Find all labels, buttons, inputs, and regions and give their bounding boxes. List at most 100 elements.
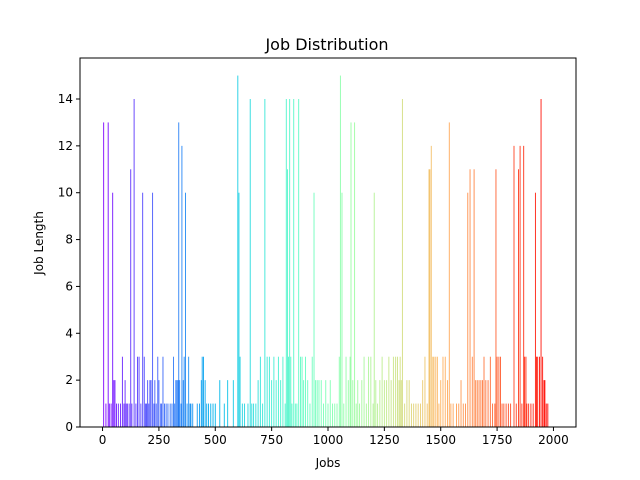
bar-job-262	[161, 403, 163, 427]
bar-job-1630	[469, 169, 471, 428]
bar-job-662	[251, 403, 253, 427]
bar-job-388	[189, 403, 191, 427]
bar-job-1170	[365, 403, 367, 427]
bar-job-945	[315, 380, 317, 427]
bar-job-830	[289, 99, 291, 427]
bar-job-620	[241, 403, 243, 427]
bar-job-1448	[428, 169, 430, 428]
bar-job-760	[273, 356, 275, 427]
bar-job-162	[138, 356, 140, 427]
bar-job-1662	[476, 380, 478, 427]
bar-job-105	[125, 403, 127, 427]
x-tick-label-750: 750	[260, 433, 283, 447]
bar-job-222	[152, 192, 154, 427]
bar-job-1500	[440, 380, 442, 427]
bar-job-600	[237, 75, 239, 427]
bar-job-1020	[332, 403, 333, 427]
bar-job-835	[290, 356, 292, 427]
bar-job-770	[275, 380, 277, 427]
y-axis-label: Job Length	[32, 211, 46, 276]
bar-job-655	[249, 99, 251, 427]
bar-job-980	[323, 403, 324, 427]
bar-job-358	[182, 380, 184, 427]
bar-job-555	[227, 380, 229, 427]
bar-job-870	[298, 99, 300, 427]
bar-job-170	[140, 403, 142, 427]
bar-job-1600	[462, 403, 464, 427]
bar-job-1878	[525, 356, 527, 427]
y-axis: 0 2 4 6 8 10 12 14	[58, 92, 80, 434]
bar-job-1350	[406, 380, 408, 427]
bar-job-1220	[377, 403, 379, 427]
bar-job-1852	[519, 145, 521, 428]
bar-job-952	[316, 380, 318, 427]
bar-job-1945	[540, 99, 542, 427]
bar-job-1825	[513, 145, 515, 428]
bar-job-1458	[430, 145, 432, 428]
bar-job-1930	[537, 356, 539, 427]
bar-job-200	[147, 380, 149, 427]
bar-job-1055	[339, 75, 341, 427]
bar-job-1545	[450, 403, 452, 427]
bar-job-38	[110, 403, 112, 427]
bar-job-455	[204, 380, 206, 427]
bar-job-610	[239, 356, 241, 427]
bar-job-140	[133, 99, 135, 427]
x-tick-label-1000: 1000	[313, 433, 344, 447]
bar-job-900	[305, 356, 306, 427]
bar-job-605	[238, 192, 240, 427]
bar-job-15	[105, 403, 107, 427]
bar-job-1670	[478, 380, 480, 427]
bar-job-1050	[338, 356, 340, 427]
bar-job-1655	[475, 380, 477, 427]
bar-job-100	[124, 380, 126, 427]
bar-job-1118	[354, 122, 356, 428]
bar-job-70	[117, 403, 119, 427]
bar-job-1835	[515, 403, 517, 427]
bar-job-1360	[408, 380, 410, 427]
bar-job-442	[201, 356, 203, 427]
bar-job-342	[179, 380, 181, 427]
bar-job-1070	[343, 403, 345, 427]
y-tick-label-6: 6	[65, 279, 73, 293]
x-axis: 0 250 500 750 1000 1250 1500 1750 2000	[99, 427, 569, 447]
bar-job-1140	[359, 403, 361, 427]
bar-job-1102	[350, 122, 352, 428]
bar-job-88	[121, 356, 123, 427]
bar-job-1465	[432, 356, 434, 427]
bar-job-258	[160, 403, 162, 427]
bar-job-205	[148, 403, 150, 427]
bar-job-820	[286, 169, 288, 428]
bar-job-1882	[526, 403, 528, 427]
bar-job-1530	[447, 380, 448, 427]
bar-job-1300	[395, 356, 397, 427]
bar-job-1720	[489, 356, 491, 427]
chart-title: Job Distribution	[264, 35, 388, 54]
bar-job-30	[108, 403, 110, 427]
bar-job-250	[158, 380, 160, 427]
bar-job-815	[285, 99, 287, 427]
bar-job-325	[175, 380, 177, 427]
bar-job-348	[180, 403, 182, 427]
y-tick-label-8: 8	[65, 233, 73, 247]
bar-job-1062	[341, 192, 343, 427]
bar-job-825	[288, 356, 289, 427]
x-tick-label-500: 500	[204, 433, 227, 447]
bar-job-580	[232, 380, 234, 427]
bar-job-1240	[381, 356, 383, 427]
bar-job-1280	[390, 380, 392, 427]
bar-job-1290	[392, 356, 394, 427]
bar-job-1340	[404, 403, 406, 427]
bar-job-700	[259, 356, 261, 427]
bar-job-1400	[417, 403, 419, 427]
bar-job-1872	[524, 356, 526, 427]
bar-job-1000	[327, 403, 329, 427]
bar-job-1868	[523, 145, 525, 428]
bar-job-55	[114, 380, 116, 427]
bar-job-362	[183, 356, 185, 427]
bar-job-1325	[400, 380, 402, 427]
bar-job-1308	[396, 356, 398, 427]
bar-job-1452	[429, 169, 431, 428]
bar-job-275	[164, 403, 165, 427]
plot-frame	[79, 57, 577, 428]
